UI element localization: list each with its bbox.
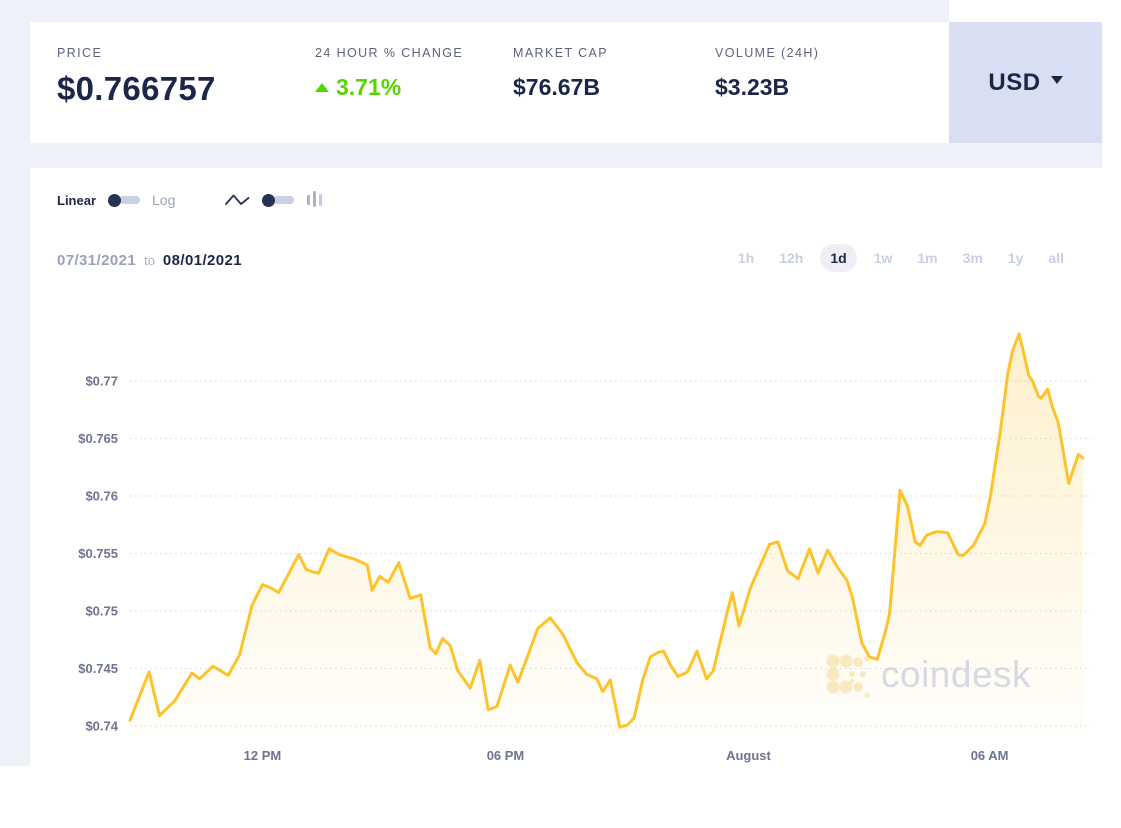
volume-label: VOLUME (24H) [715, 46, 820, 60]
watermark-text: coindesk [881, 654, 1032, 695]
stat-volume-24h: VOLUME (24H) $3.23B [715, 46, 819, 101]
price-label: PRICE [57, 46, 103, 60]
page-background-top [0, 0, 949, 22]
change-label: 24 HOUR % CHANGE [315, 46, 464, 60]
y-axis-label: $0.74 [85, 719, 118, 734]
linear-scale-label[interactable]: Linear [57, 192, 97, 208]
card-divider-band [0, 143, 1102, 168]
chart-type-controls [225, 190, 324, 210]
y-axis-label: $0.755 [78, 546, 118, 561]
range-tabs: 1h 12h 1d 1w 1m 3m 1y all [730, 244, 1072, 272]
date-range-separator: to [144, 253, 155, 268]
log-scale-label[interactable]: Log [152, 192, 176, 208]
scale-toggle-switch[interactable] [108, 193, 141, 207]
market-cap-value: $76.67B [513, 74, 600, 100]
price-line [128, 332, 1085, 729]
y-axis-label: $0.77 [85, 374, 118, 389]
stat-24h-change: 24 HOUR % CHANGE 3.71% [315, 46, 463, 101]
toggle-knob-icon [262, 193, 276, 207]
chart-controls: Linear Log [57, 190, 324, 210]
price-chart[interactable]: $0.77 $0.765 $0.76 $0.755 $0.75 $0.745 $0.74 12… [30, 168, 1093, 766]
up-triangle-icon [315, 83, 329, 92]
chevron-down-icon [1050, 75, 1063, 84]
y-axis-label: $0.765 [78, 431, 118, 446]
price-value: $0.766757 [57, 70, 216, 107]
watermark: coindesk [824, 652, 1031, 698]
date-range-start[interactable]: 07/31/2021 [57, 252, 137, 269]
page-background-left [0, 0, 30, 766]
x-axis-label: 12 PM [244, 748, 282, 763]
currency-value: USD [988, 68, 1041, 96]
change-percent: 3.71% [336, 74, 402, 100]
x-axis-label: August [726, 748, 771, 763]
y-axis-label: $0.76 [85, 489, 118, 504]
date-range-end[interactable]: 08/01/2021 [162, 252, 242, 269]
range-tab-1h[interactable]: 1h [737, 250, 755, 266]
stat-price: PRICE $0.766757 [57, 46, 216, 108]
range-tab-all[interactable]: all [1048, 250, 1064, 266]
range-tab-1w[interactable]: 1w [873, 250, 893, 266]
chart-card: Linear Log [30, 168, 1093, 766]
range-tab-1y[interactable]: 1y [1007, 250, 1024, 266]
toggle-track [273, 196, 295, 204]
x-axis-label: 06 AM [971, 748, 1009, 763]
volume-value: $3.23B [715, 74, 790, 100]
toggle-track [119, 196, 141, 204]
coindesk-logo-icon [826, 654, 870, 698]
type-toggle-switch[interactable] [262, 193, 295, 207]
market-cap-label: MARKET CAP [513, 46, 609, 60]
price-area [130, 333, 1083, 734]
range-tab-12h[interactable]: 12h [779, 250, 804, 266]
range-tab-1m[interactable]: 1m [917, 250, 938, 266]
x-axis-label: 06 PM [487, 748, 525, 763]
currency-selector[interactable]: USD [949, 22, 1102, 143]
change-value: 3.71% [315, 74, 463, 101]
line-chart-icon[interactable] [225, 193, 250, 207]
range-tab-3m[interactable]: 3m [962, 250, 983, 266]
stats-header: PRICE $0.766757 24 HOUR % CHANGE 3.71% M… [30, 22, 1102, 143]
y-axis-label: $0.745 [78, 661, 118, 676]
range-tab-1d[interactable]: 1d [820, 244, 857, 272]
y-axis-label: $0.75 [85, 604, 118, 619]
toggle-knob-icon [108, 193, 122, 207]
date-range: 07/31/2021 to 08/01/2021 [57, 252, 242, 269]
stat-market-cap: MARKET CAP $76.67B [513, 46, 608, 101]
bar-chart-icon[interactable] [306, 190, 324, 210]
